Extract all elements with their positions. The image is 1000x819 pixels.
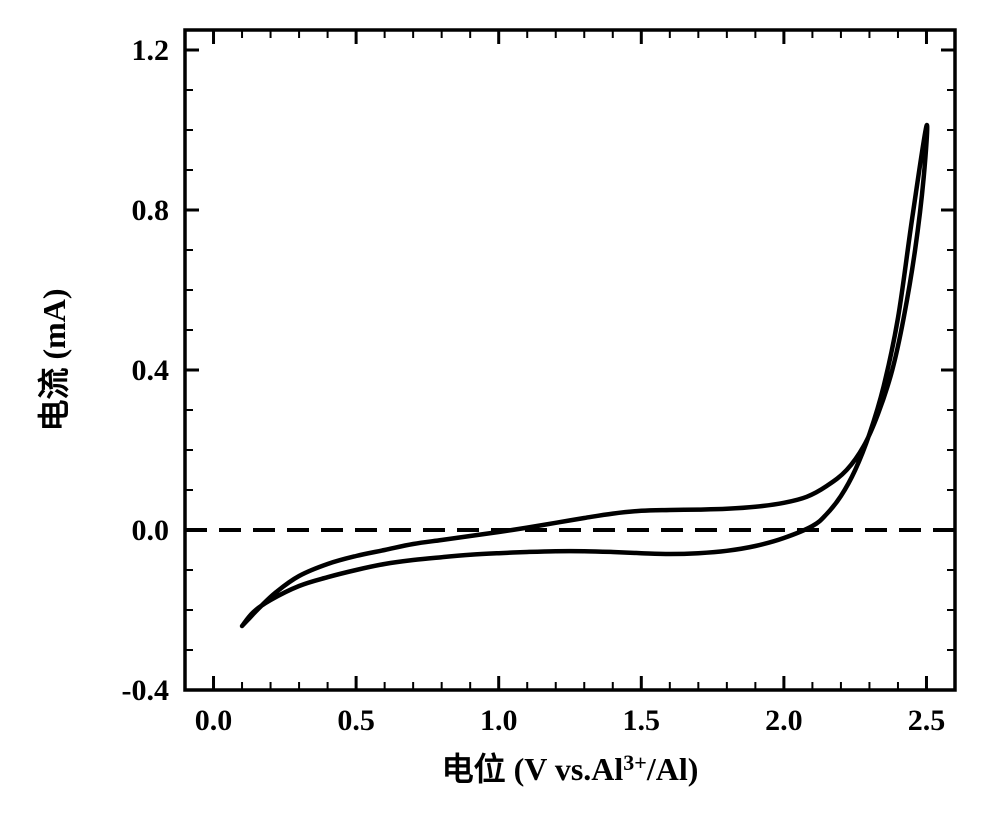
svg-text:1.0: 1.0: [480, 704, 518, 737]
svg-text:0.0: 0.0: [195, 704, 233, 737]
svg-text:-0.4: -0.4: [122, 674, 170, 707]
svg-text:电流 (mA): 电流 (mA): [36, 288, 72, 431]
svg-text:1.2: 1.2: [132, 34, 170, 67]
svg-text:0.5: 0.5: [337, 704, 375, 737]
svg-text:0.0: 0.0: [132, 514, 170, 547]
svg-text:2.5: 2.5: [908, 704, 946, 737]
cv-chart: 0.0 0.5 1.0 1.5 2.0 2.5 -0.4 0.0 0.4 0.8 1.2 电位 (V …: [0, 0, 1000, 819]
svg-text:0.8: 0.8: [132, 194, 170, 227]
svg-text:0.4: 0.4: [132, 354, 170, 387]
svg-text:2.0: 2.0: [765, 704, 803, 737]
svg-text:电位 (V vs.Al3+/Al): 电位 (V vs.Al3+/Al): [442, 750, 699, 787]
svg-text:1.5: 1.5: [623, 704, 661, 737]
